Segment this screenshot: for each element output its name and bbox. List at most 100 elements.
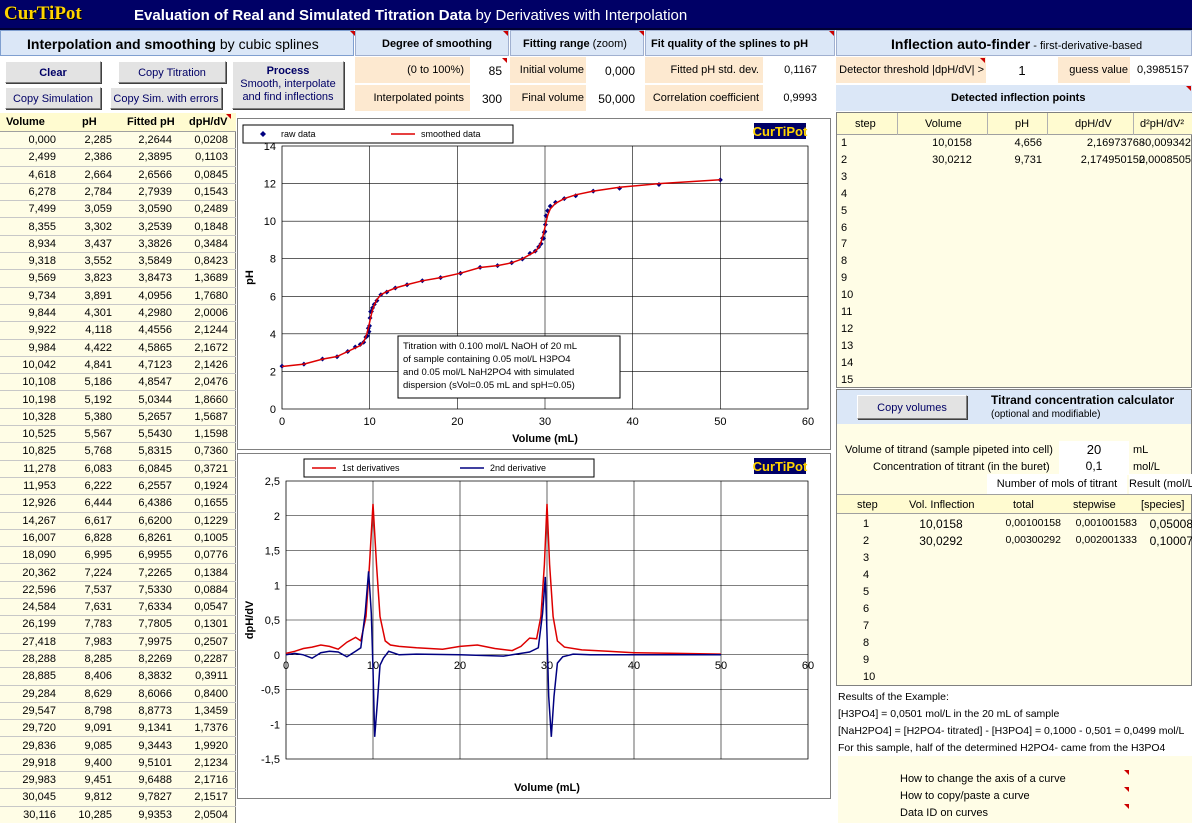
- table-row: 24,584 7,631 7,6334 0,0547: [0, 599, 236, 617]
- results-section: Results of the Example: [H3PO4] = 0,0501…: [838, 689, 1192, 754]
- x-tick-label: 10: [364, 416, 376, 428]
- comment-marker-icon: [1186, 86, 1191, 91]
- table-cell: 20,362: [22, 566, 56, 579]
- comment-marker-icon: [503, 31, 508, 36]
- table-cell: 11,278: [23, 462, 56, 475]
- list-item: 13: [837, 338, 1192, 355]
- data-table-header: Volume pH Fitted pH dpH/dV: [0, 113, 236, 132]
- table-cell: 1,3459: [194, 704, 228, 717]
- table-cell: 9,085: [84, 739, 112, 752]
- step-number: 6: [863, 603, 870, 615]
- table-cell: 3,823: [84, 272, 112, 285]
- y-tick-label: 10: [264, 216, 276, 228]
- table-cell: 7,9975: [138, 635, 172, 648]
- table-cell: 7,537: [84, 583, 112, 596]
- table-row: 6,278 2,784 2,7939 0,1543: [0, 184, 236, 202]
- table-row: 18,090 6,995 6,9955 0,0776: [0, 547, 236, 565]
- table-cell: 3,552: [84, 255, 112, 268]
- table-cell: 0,0008505: [1139, 153, 1191, 166]
- step-number: 4: [841, 187, 848, 200]
- table-row: 10,042 4,841 4,7123 2,1426: [0, 357, 236, 375]
- threshold-input[interactable]: 1: [988, 58, 1056, 82]
- app-logo: CurTiPot: [4, 3, 82, 24]
- table-cell: 5,567: [84, 428, 112, 441]
- titrand-title: Titrand concentration calculator: [991, 393, 1175, 407]
- inf-col-d2phdv2: d²pH/dV²: [1140, 118, 1185, 130]
- smoothing-label: (0 to 100%): [355, 57, 470, 83]
- x-tick-label: 30: [539, 416, 551, 428]
- table-row: 8,355 3,302 3,2539 0,1848: [0, 219, 236, 236]
- x-axis-label: Volume (mL): [512, 433, 578, 445]
- initial-volume-input[interactable]: 0,000: [588, 58, 643, 82]
- comment-marker-icon: [829, 31, 834, 36]
- table-cell: 30,0212: [932, 153, 972, 166]
- copy-titration-button[interactable]: Copy Titration: [118, 61, 226, 83]
- series-line: [285, 571, 721, 737]
- chart-logo-bg: [754, 123, 806, 139]
- table-cell: 8,798: [84, 704, 112, 717]
- table-cell: 16,007: [22, 531, 56, 544]
- table-cell: 2,1426: [194, 358, 228, 371]
- table-cell: 29,983: [22, 774, 56, 787]
- ph-chart: 0 10 20 30 40 50 60 0 2 4 6 8 10 12 14 Volume (mL) pH raw…: [237, 118, 831, 450]
- interp-points-input[interactable]: 300: [472, 86, 508, 110]
- table-cell: 0,00100158: [1005, 517, 1061, 529]
- table-cell: 7,983: [84, 635, 112, 648]
- table-cell: 0,1543: [194, 185, 228, 198]
- copy-volumes-button[interactable]: Copy volumes: [857, 395, 967, 419]
- table-cell: 4,422: [84, 341, 112, 354]
- list-item: 1 10,0158 0,00100158 0,001001583 0,05008: [837, 516, 1192, 533]
- table-cell: 1,5687: [194, 410, 228, 423]
- table-cell: 30,116: [23, 808, 56, 821]
- table-row: 22,596 7,537 7,5330 0,0884: [0, 582, 236, 600]
- table-cell: 9,1341: [138, 722, 172, 735]
- table-cell: 9,844: [28, 307, 56, 319]
- help-item-dataid[interactable]: Data ID on curves: [900, 807, 989, 819]
- finder-header: Inflection auto-finder - first-derivativ…: [836, 30, 1192, 56]
- table-cell: 3,3826: [138, 237, 172, 250]
- final-volume-input[interactable]: 50,000: [588, 86, 643, 110]
- legend-marker-icon: [260, 131, 266, 137]
- col-dphdv-header: dpH/dV: [189, 116, 228, 128]
- y-tick-label: 1: [274, 580, 280, 592]
- y-tick-label: -0,5: [261, 685, 280, 697]
- table-cell: 7,783: [84, 618, 112, 631]
- titrand-table-header: step Vol. Inflection total stepwise [spe…: [837, 494, 1191, 514]
- y-axis-label: pH: [244, 270, 256, 285]
- table-cell: 2,7939: [138, 185, 172, 198]
- copy-sim-errors-button[interactable]: Copy Sim. with errors: [110, 87, 222, 109]
- table-cell: 0,10007: [1149, 534, 1192, 548]
- table-row: 10,825 5,768 5,8315 0,7360: [0, 443, 236, 461]
- table-cell: 8,2269: [138, 653, 172, 665]
- table-row: 2,499 2,386 2,3895 0,1103: [0, 149, 236, 167]
- ph-chart-svg: 0 10 20 30 40 50 60 0 2 4 6 8 10 12 14 Volume (mL) pH raw…: [242, 123, 814, 445]
- annotation-line: of sample containing 0.05 mol/L H3PO4: [403, 354, 571, 365]
- clear-button[interactable]: Clear: [5, 61, 101, 83]
- titrant-conc-input[interactable]: 0,1: [1059, 459, 1129, 475]
- list-item: 15: [837, 372, 1192, 389]
- table-cell: 2,1244: [194, 324, 228, 337]
- list-item: 9: [837, 652, 1192, 669]
- chart-logo-bg: [754, 458, 806, 474]
- list-item: 3: [837, 169, 1192, 186]
- x-tick-label: 20: [454, 660, 466, 672]
- list-item: 1 10,0158 4,656 2,16973768 -0,009342: [837, 135, 1192, 152]
- col-volume-header: Volume: [6, 116, 45, 128]
- table-cell: 0,000: [28, 134, 56, 146]
- table-cell: 10,825: [22, 445, 56, 458]
- process-button[interactable]: Process Smooth, interpolate and find inf…: [232, 61, 344, 109]
- table-cell: 0,1103: [195, 151, 228, 164]
- table-cell: 27,418: [22, 635, 56, 648]
- help-item-axis[interactable]: How to change the axis of a curve: [900, 773, 1066, 785]
- y-tick-label: 4: [270, 329, 276, 341]
- copy-simulation-button[interactable]: Copy Simulation: [5, 87, 101, 109]
- x-tick-label: 60: [802, 660, 814, 672]
- table-cell: 5,186: [84, 376, 112, 389]
- corr-coef-label: Correlation coefficient: [645, 85, 763, 111]
- table-cell: 0,8400: [194, 687, 228, 700]
- table-cell: 8,406: [84, 670, 112, 683]
- table-row: 20,362 7,224 7,2265 0,1384: [0, 565, 236, 582]
- titrand-volume-input[interactable]: 20: [1059, 441, 1129, 459]
- table-cell: 7,6334: [138, 601, 172, 614]
- help-item-copy[interactable]: How to copy/paste a curve: [900, 790, 1030, 802]
